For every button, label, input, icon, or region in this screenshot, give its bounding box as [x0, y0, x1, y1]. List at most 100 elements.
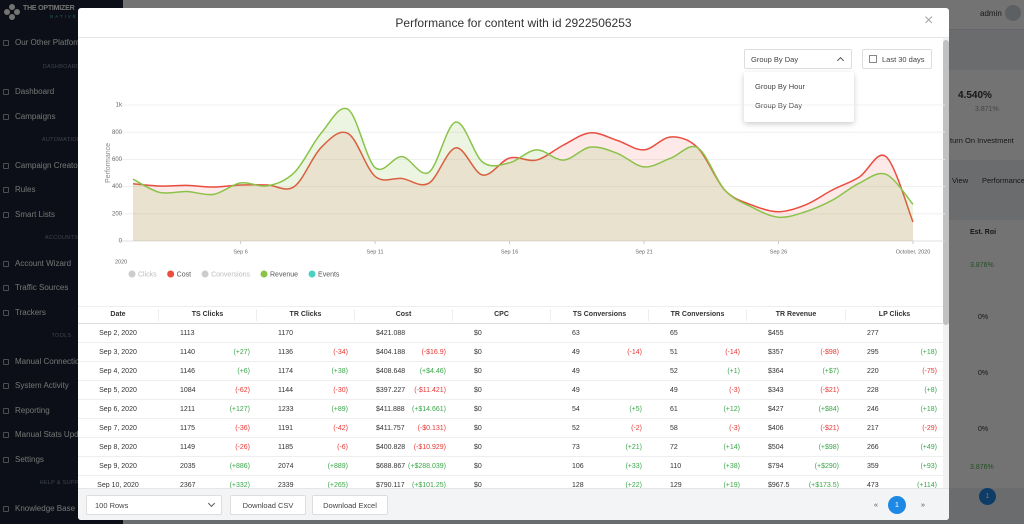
cell-value: 65 [670, 330, 678, 337]
cell-change: (-3) [729, 425, 740, 432]
cell-value: $0 [474, 368, 482, 375]
cell-value: 359 [867, 463, 879, 470]
group-by-select[interactable]: Group By Day [744, 49, 852, 69]
cell-change: (-$10.929) [413, 444, 446, 451]
cell-value: 220 [867, 368, 879, 375]
cell-value: 1233 [278, 406, 294, 413]
date-cell: Sep 3, 2020 [99, 349, 137, 356]
table-header-row [78, 306, 943, 324]
cell-value: 58 [670, 425, 678, 432]
cell-value: 106 [572, 463, 584, 470]
cell-value: $0 [474, 349, 482, 356]
cell-change: (+18) [920, 406, 937, 413]
cell-change: (-3) [729, 387, 740, 394]
chevron [836, 56, 845, 65]
cell-change: (+8) [924, 387, 937, 394]
cell-value: 2339 [278, 482, 294, 489]
date-cell: Sep 4, 2020 [99, 368, 137, 375]
cell-change: (-$21) [820, 387, 839, 394]
cell-change: (+12) [723, 406, 740, 413]
cell-change: (+18) [920, 349, 937, 356]
cell-value: $357 [768, 349, 784, 356]
cell-change: (+1) [727, 368, 740, 375]
calendar-icon [869, 55, 877, 63]
cell-value: 49 [572, 368, 580, 375]
menu-option[interactable]: Group By Hour [755, 82, 806, 91]
cell-value: $455 [768, 330, 784, 337]
cell-value: $406 [768, 425, 784, 432]
cell-value: 2035 [180, 463, 196, 470]
cell-value: 72 [670, 444, 678, 451]
rows-select[interactable]: 100 Rows [86, 495, 222, 515]
cell-value: $0 [474, 387, 482, 394]
cell-value: $411.888 [376, 406, 405, 413]
cell-change: (+$288.039) [408, 463, 446, 470]
date-cell: Sep 2, 2020 [99, 330, 137, 337]
cell-value: 266 [867, 444, 879, 451]
pagination-button[interactable]: 1 [888, 496, 906, 514]
cell-value: 295 [867, 349, 879, 356]
cell-change: (-42) [333, 425, 348, 432]
cell-value: 2367 [180, 482, 196, 489]
cell-value: 1146 [180, 368, 196, 375]
button-label: Download Excel [323, 501, 377, 510]
date-cell: Sep 5, 2020 [99, 387, 137, 394]
cell-change: (-$21) [820, 425, 839, 432]
table-row [78, 438, 943, 457]
cell-change: (+114) [917, 482, 937, 489]
chevron [207, 499, 216, 508]
column-header: CPC [452, 309, 550, 321]
cell-change: (-2) [631, 425, 642, 432]
cell-value: 1136 [278, 349, 294, 356]
cell-value: $967.5 [768, 482, 790, 489]
date-range-value: Last 30 days [882, 55, 925, 64]
cell-value: 128 [572, 482, 584, 489]
table-row [78, 419, 943, 438]
cell-value: 63 [572, 330, 580, 337]
cell-value: 61 [670, 406, 678, 413]
cell-value: 49 [572, 349, 580, 356]
cell-change: (+$290) [814, 463, 839, 470]
cell-value: 473 [867, 482, 879, 489]
close-button[interactable]: × [924, 12, 934, 29]
date-cell: Sep 6, 2020 [99, 406, 137, 413]
cell-change: (-75) [922, 368, 937, 375]
pagination-button[interactable]: » [920, 500, 926, 509]
menu-option[interactable]: Group By Day [755, 101, 803, 110]
table-row [78, 381, 943, 400]
cell-value: 1144 [278, 387, 294, 394]
cell-value: 52 [572, 425, 580, 432]
cell-change: (-$16.9) [421, 349, 446, 356]
cell-value: 1211 [180, 406, 196, 413]
modal-footer: 100 Rows Download CSV Download Excel « 1 » [78, 488, 949, 520]
table-row [78, 400, 943, 419]
date-range-button[interactable]: Last 30 days [862, 49, 932, 69]
cell-change: (+$98) [818, 444, 839, 451]
table-row [78, 362, 943, 381]
cell-value: 1140 [180, 349, 196, 356]
cell-value: $411.757 [376, 425, 405, 432]
cell-change: (-26) [235, 444, 250, 451]
cell-value: 2074 [278, 463, 294, 470]
cell-change: (+27) [233, 349, 250, 356]
cell-change: (-14) [627, 349, 642, 356]
cell-value: 73 [572, 444, 580, 451]
cell-change: (-6) [337, 444, 348, 451]
download-button[interactable]: Download CSV [230, 495, 306, 515]
download-button[interactable]: Download Excel [312, 495, 388, 515]
cell-change: (+21) [625, 444, 642, 451]
table-row [78, 457, 943, 476]
cell-change: (+886) [229, 463, 250, 470]
cell-value: $404.188 [376, 349, 406, 356]
cell-change: (+$84) [818, 406, 839, 413]
cell-value: 1170 [278, 330, 294, 337]
cell-value: 1149 [180, 444, 196, 451]
cell-change: (+33) [625, 463, 642, 470]
cell-change: (+14) [723, 444, 740, 451]
cell-value: 228 [867, 387, 879, 394]
cell-change: (-36) [235, 425, 250, 432]
pagination-button[interactable]: « [873, 500, 879, 509]
cell-change: (+265) [327, 482, 348, 489]
cell-change: (+38) [331, 368, 348, 375]
cell-change: (+49) [920, 444, 937, 451]
